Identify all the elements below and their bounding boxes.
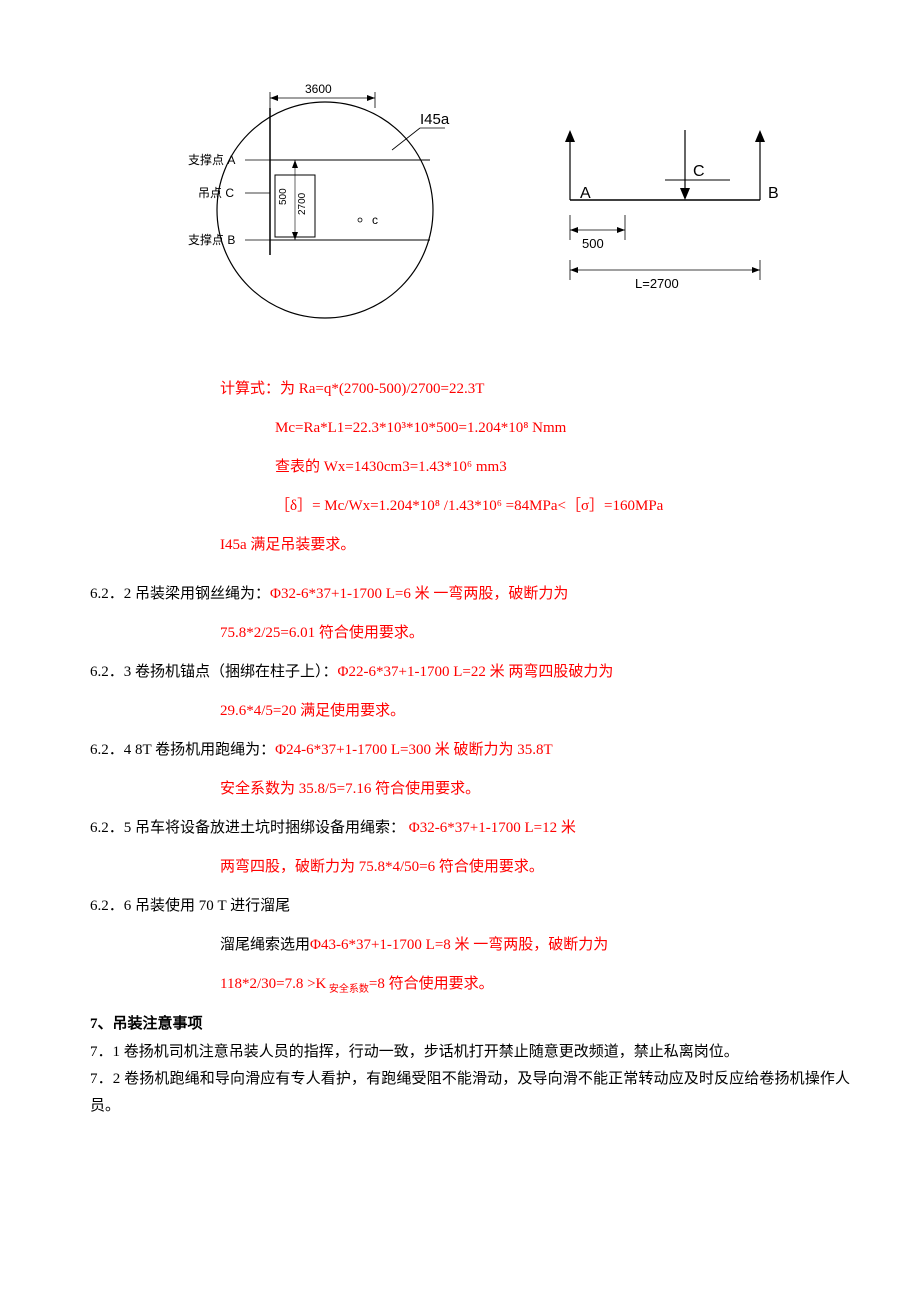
section-623-b: 29.6*4/5=20 满足使用要求。 (220, 692, 850, 731)
calc-line3: 查表的 Wx=1430cm3=1.43*10⁶ mm3 (275, 448, 850, 487)
dim-L2700: L=2700 (635, 276, 679, 291)
dim-500-r: 500 (582, 236, 604, 251)
dim-3600: 3600 (305, 82, 332, 96)
label-C: C (693, 163, 705, 180)
diagram-right: A C B 500 L=2700 (530, 80, 790, 330)
calc-line2: Mc=Ra*L1=22.3*10³*10*500=1.204*10⁸ Nmm (275, 409, 850, 448)
section-622: 6.2．2 吊装梁用钢丝绳为：Φ32-6*37+1-1700 L=6 米 一弯两… (90, 575, 850, 614)
section-624-b: 安全系数为 35.8/5=7.16 符合使用要求。 (220, 770, 850, 809)
label-i45a: I45a (420, 111, 450, 128)
section-625: 6.2．5 吊车将设备放进土坑时捆绑设备用绳索： Φ32-6*37+1-1700… (90, 809, 850, 848)
label-A-left: 支撑点 A (188, 152, 235, 167)
label-B: B (768, 185, 779, 202)
label-c-small: c (372, 213, 378, 227)
section-626-c: 118*2/30=7.8 >K 安全系数=8 符合使用要求。 (220, 965, 850, 1004)
section-622-b: 75.8*2/25=6.01 符合使用要求。 (220, 614, 850, 653)
para-71: 7．1 卷扬机司机注意吊装人员的指挥，行动一致，步话机打开禁止随意更改频道，禁止… (90, 1039, 850, 1066)
label-C-left: 吊点 C (198, 186, 234, 200)
section-623: 6.2．3 卷扬机锚点（捆绑在柱子上）：Φ22-6*37+1-1700 L=22… (90, 653, 850, 692)
label-B-left: 支撑点 B (188, 232, 235, 247)
diagram-row: 3600 I45a 500 2700 c 支撑点 A 吊点 C (90, 80, 850, 330)
label-A: A (580, 185, 591, 202)
para-72: 7．2 卷扬机跑绳和导向滑应有专人看护，有跑绳受阻不能滑动，及导向滑不能正常转动… (90, 1066, 850, 1120)
heading-7: 7、吊装注意事项 (90, 1012, 850, 1033)
calc-block: 计算式：为 Ra=q*(2700-500)/2700=22.3T Mc=Ra*L… (220, 370, 850, 565)
dim-500: 500 (278, 188, 289, 205)
calc-line5: I45a 满足吊装要求。 (220, 526, 850, 565)
calc-line1: 计算式：为 Ra=q*(2700-500)/2700=22.3T (220, 370, 850, 409)
calc-line4: ［δ］= Mc/Wx=1.204*10⁸ /1.43*10⁶ =84MPa<［σ… (275, 487, 850, 526)
dim-2700: 2700 (297, 192, 308, 215)
section-626-b: 溜尾绳索选用Φ43-6*37+1-1700 L=8 米 一弯两股，破断力为 (220, 926, 850, 965)
section-625-b: 两弯四股，破断力为 75.8*4/50=6 符合使用要求。 (220, 848, 850, 887)
section-624: 6.2．4 8T 卷扬机用跑绳为：Φ24-6*37+1-1700 L=300 米… (90, 731, 850, 770)
section-626: 6.2．6 吊装使用 70 T 进行溜尾 (90, 887, 850, 926)
diagram-left: 3600 I45a 500 2700 c 支撑点 A 吊点 C (170, 80, 450, 330)
